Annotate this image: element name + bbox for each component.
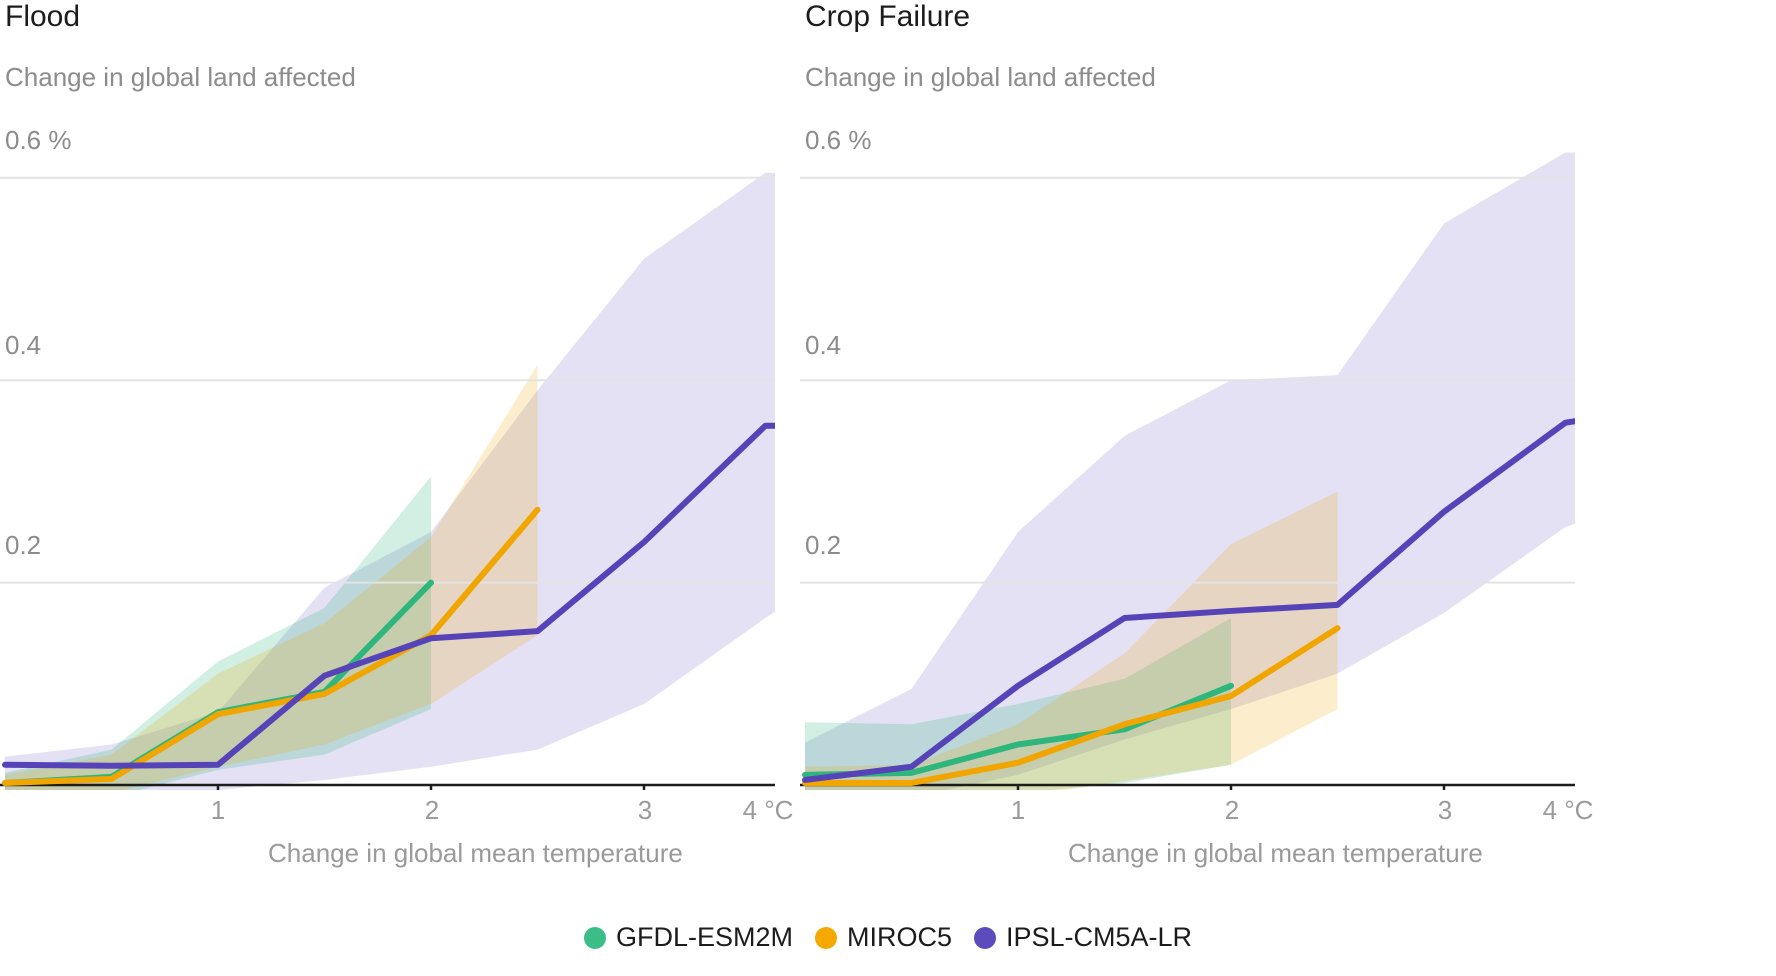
- x-tick-label: 3: [1437, 795, 1453, 825]
- legend-color-dot-icon: [814, 926, 837, 949]
- legend-item-ipsl-cm5a-lr[interactable]: IPSL-CM5A-LR: [974, 922, 1192, 953]
- x-tick-label: 3: [637, 795, 653, 825]
- legend-item-label: GFDL-ESM2M: [615, 922, 793, 952]
- plot-svg: [800, 152, 1575, 790]
- x-tick-label: 1: [210, 795, 226, 825]
- x-tick-label: 4 °C: [742, 795, 794, 825]
- x-tick-label: 1: [1010, 795, 1026, 825]
- legend-item-gfdl-esm2m[interactable]: GFDL-ESM2M: [583, 922, 793, 953]
- y-tick-label: 0.6 %: [5, 125, 72, 155]
- legend-item-miroc5[interactable]: MIROC5: [814, 922, 952, 953]
- x-tick-label: 4 °C: [1542, 795, 1594, 825]
- panel-title: Crop Failure: [805, 0, 971, 33]
- x-tick-label: 2: [424, 795, 440, 825]
- panel-title: Flood: [5, 0, 81, 33]
- panel-subtitle: Change in global land affected: [805, 62, 1156, 92]
- x-tick-label: 2: [1224, 795, 1240, 825]
- y-tick-label: 0.2: [5, 530, 42, 560]
- panel-flood: Flood Change in global land affected 0.6…: [0, 0, 800, 900]
- x-axis-title: Change in global mean temperature: [268, 838, 683, 868]
- panel-subtitle: Change in global land affected: [5, 62, 356, 92]
- y-tick-label: 0.6 %: [805, 125, 872, 155]
- panel-crop-failure: Crop Failure Change in global land affec…: [800, 0, 1600, 900]
- legend-color-dot-icon: [583, 926, 606, 949]
- y-tick-label: 0.4: [5, 330, 42, 360]
- y-tick-label: 0.4: [805, 330, 842, 360]
- y-tick-label: 0.2: [805, 530, 842, 560]
- legend-item-label: MIROC5: [846, 922, 952, 952]
- legend-item-label: IPSL-CM5A-LR: [1006, 922, 1193, 952]
- legend: GFDL-ESM2M MIROC5 IPSL-CM5A-LR: [0, 922, 1776, 953]
- plot-area-crop-failure: [800, 118, 1600, 790]
- x-axis-title: Change in global mean temperature: [1068, 838, 1483, 868]
- plot-svg: [0, 172, 775, 790]
- plot-area-flood: [0, 118, 800, 790]
- legend-color-dot-icon: [974, 926, 996, 949]
